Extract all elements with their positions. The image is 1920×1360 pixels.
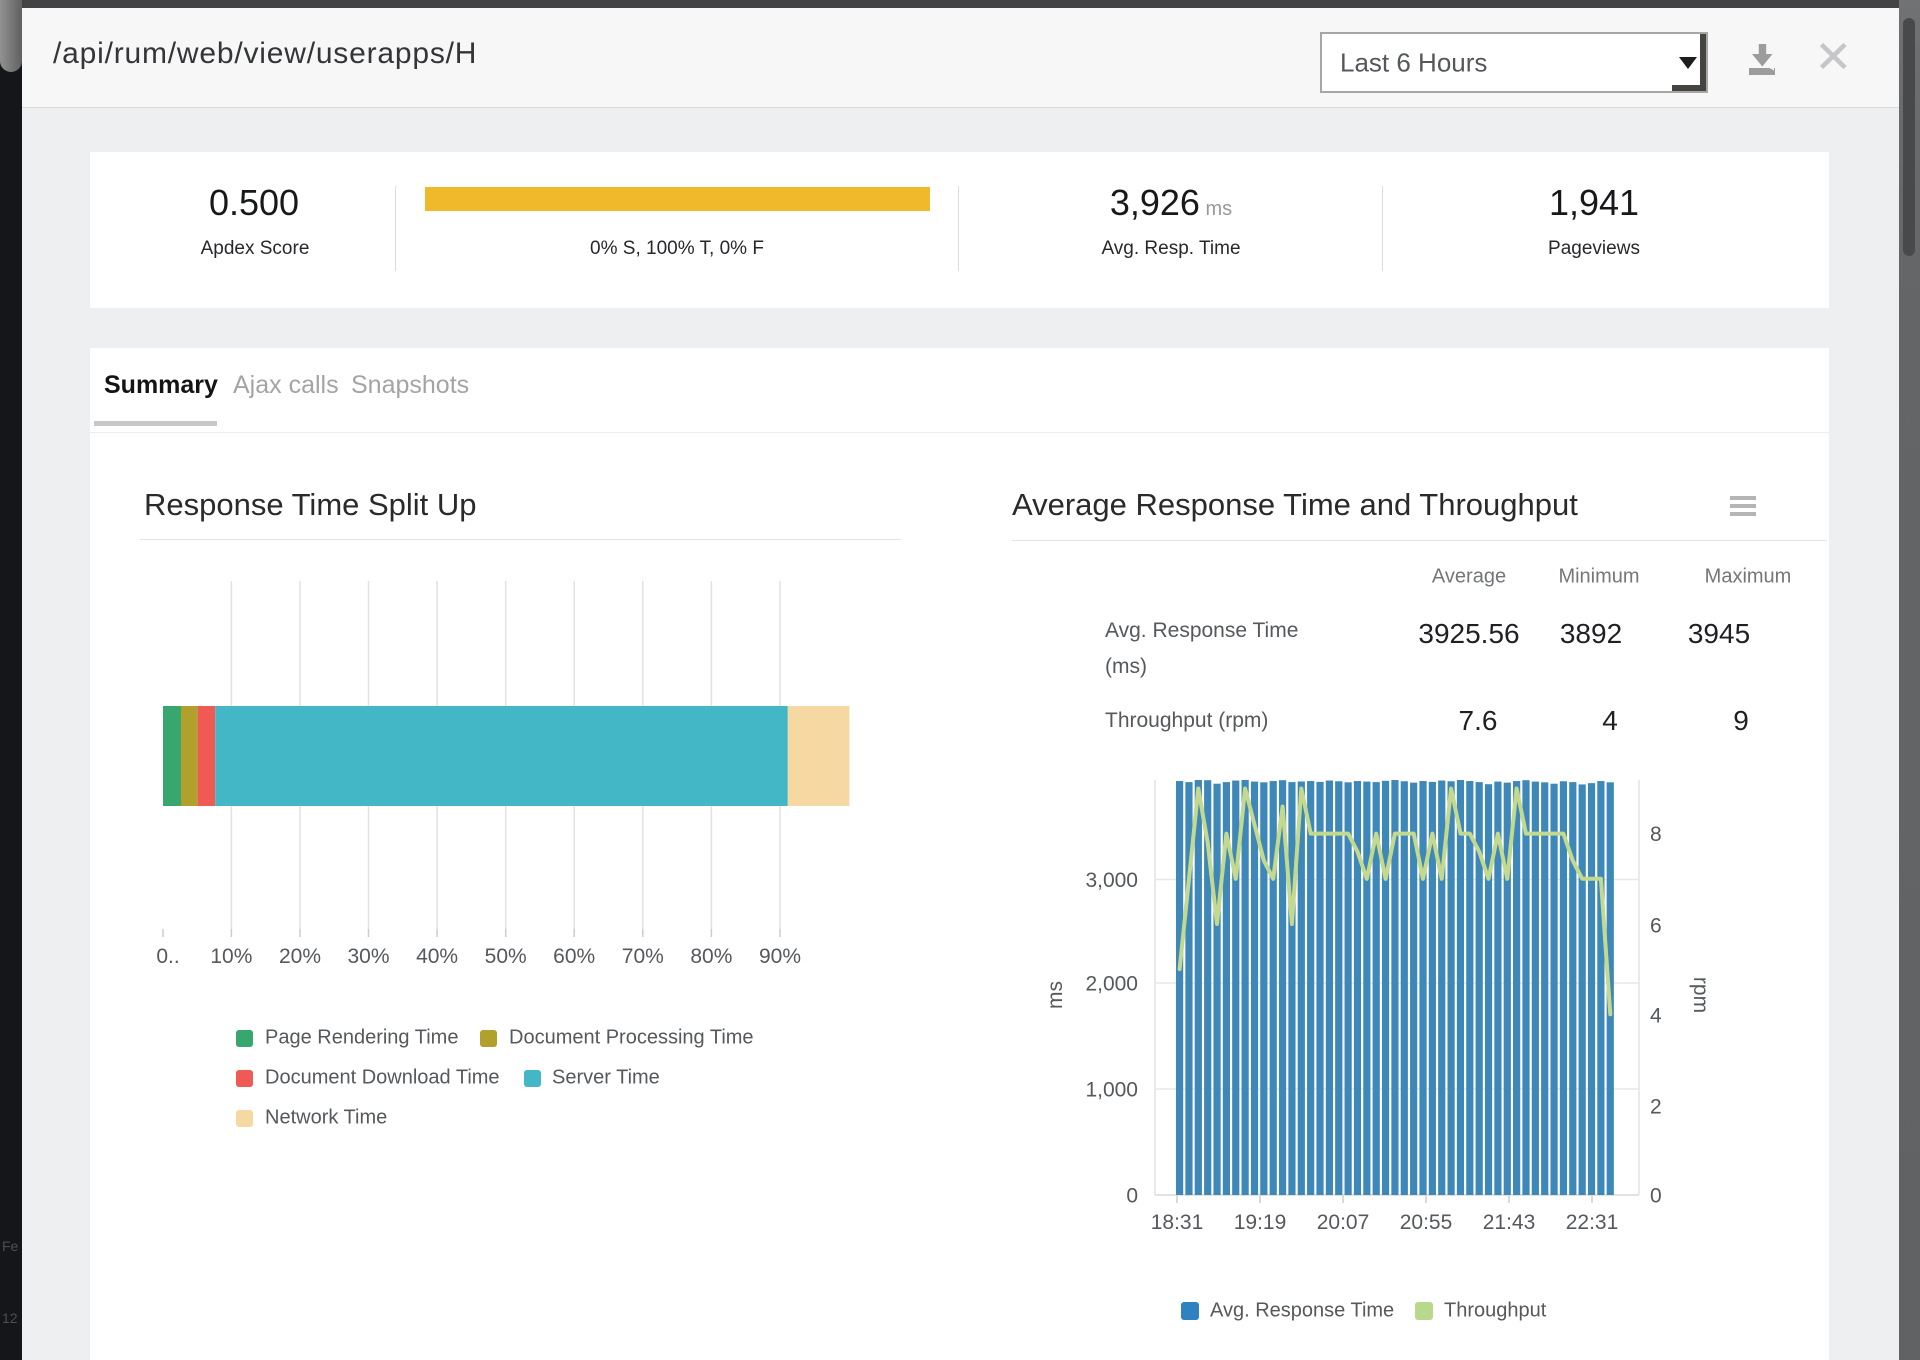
svg-text:2: 2 bbox=[1650, 1095, 1662, 1118]
svg-text:20:55: 20:55 bbox=[1400, 1211, 1453, 1234]
svg-text:ms: ms bbox=[1044, 981, 1067, 1009]
svg-text:18:31: 18:31 bbox=[1151, 1211, 1204, 1234]
svg-text:60%: 60% bbox=[553, 945, 595, 968]
svg-text:8: 8 bbox=[1650, 823, 1662, 846]
svg-text:10%: 10% bbox=[210, 945, 252, 968]
svg-text:19:19: 19:19 bbox=[1234, 1211, 1287, 1234]
svg-text:30%: 30% bbox=[347, 945, 389, 968]
svg-text:0: 0 bbox=[1650, 1185, 1662, 1208]
svg-text:4: 4 bbox=[1650, 1005, 1662, 1028]
svg-text:50%: 50% bbox=[485, 945, 527, 968]
svg-text:0: 0 bbox=[1126, 1185, 1138, 1208]
svg-text:90%: 90% bbox=[759, 945, 801, 968]
svg-text:6: 6 bbox=[1650, 914, 1662, 937]
svg-text:rpm: rpm bbox=[1689, 977, 1712, 1013]
svg-text:3,000: 3,000 bbox=[1085, 869, 1138, 892]
svg-text:2,000: 2,000 bbox=[1085, 973, 1138, 996]
svg-text:21:43: 21:43 bbox=[1483, 1211, 1536, 1234]
svg-text:40%: 40% bbox=[416, 945, 458, 968]
svg-text:70%: 70% bbox=[622, 945, 664, 968]
svg-text:80%: 80% bbox=[690, 945, 732, 968]
svg-text:0..: 0.. bbox=[156, 945, 179, 968]
svg-text:20:07: 20:07 bbox=[1317, 1211, 1370, 1234]
svg-text:22:31: 22:31 bbox=[1566, 1211, 1619, 1234]
svg-text:20%: 20% bbox=[279, 945, 321, 968]
svg-text:1,000: 1,000 bbox=[1085, 1079, 1138, 1102]
